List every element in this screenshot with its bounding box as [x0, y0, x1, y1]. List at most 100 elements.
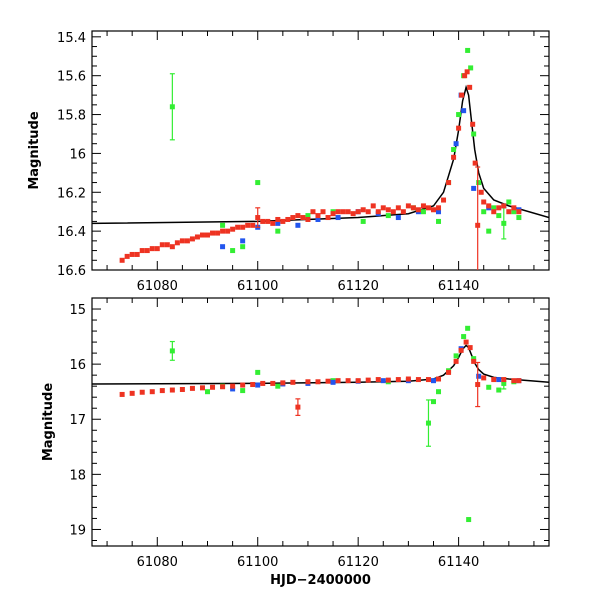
- data-point: [476, 180, 482, 186]
- data-point: [255, 382, 261, 388]
- data-point: [345, 378, 351, 384]
- data-point: [265, 218, 271, 224]
- data-point: [255, 369, 261, 375]
- data-point: [506, 209, 512, 215]
- data-point: [465, 325, 471, 331]
- data-point: [305, 216, 311, 222]
- data-point: [169, 387, 175, 393]
- data-point: [205, 389, 211, 395]
- data-point: [501, 220, 507, 226]
- data-point: [315, 213, 321, 219]
- data-point: [420, 209, 426, 215]
- data-point: [305, 213, 311, 219]
- data-point: [345, 209, 351, 215]
- data-point: [295, 404, 301, 410]
- data-point: [481, 209, 487, 215]
- data-point: [453, 358, 459, 364]
- data-point: [496, 387, 502, 393]
- data-point: [250, 382, 256, 388]
- data-point: [260, 380, 266, 386]
- data-point: [459, 92, 465, 98]
- series-2: [119, 339, 522, 416]
- plot-frame: [91, 30, 550, 271]
- data-point: [335, 378, 341, 384]
- data-point: [456, 112, 462, 118]
- data-point: [174, 240, 180, 246]
- data-point: [360, 218, 366, 224]
- data-point: [230, 386, 236, 392]
- data-point: [478, 189, 484, 195]
- data-point: [290, 379, 296, 385]
- data-point: [285, 216, 291, 222]
- y-tick-label: 16: [69, 147, 86, 162]
- data-point: [164, 242, 170, 248]
- data-point: [295, 213, 301, 219]
- data-point: [275, 383, 281, 389]
- data-point: [179, 238, 185, 244]
- data-point: [436, 376, 442, 382]
- data-point: [335, 209, 341, 215]
- y-tick-label: 19: [69, 523, 86, 538]
- data-point: [486, 203, 492, 209]
- data-point: [154, 246, 160, 252]
- x-axis-title: HJD−2400000: [270, 573, 371, 588]
- data-point: [430, 399, 436, 405]
- data-point: [465, 47, 471, 53]
- data-point: [360, 207, 366, 213]
- data-point: [315, 379, 321, 385]
- data-point: [355, 378, 361, 384]
- data-point: [210, 230, 216, 236]
- x-tick-label: 61120: [337, 555, 378, 570]
- data-point: [451, 154, 457, 160]
- data-point: [511, 378, 517, 384]
- data-point: [230, 226, 236, 232]
- series-2: [119, 69, 522, 270]
- data-point: [380, 378, 386, 384]
- bottom-panel: 61080 61100 61120 61140 15 16 17 18 19 Magnitude H…: [41, 297, 550, 588]
- y-tick-label: 16.6: [57, 264, 86, 279]
- data-point: [184, 238, 190, 244]
- data-point: [491, 205, 497, 211]
- data-point: [467, 84, 473, 90]
- data-point: [395, 377, 401, 383]
- data-point: [119, 257, 125, 263]
- data-point: [290, 215, 296, 221]
- data-point: [491, 209, 497, 215]
- data-point: [461, 108, 467, 114]
- data-point: [425, 420, 431, 426]
- data-point: [375, 209, 381, 215]
- data-point: [230, 383, 236, 389]
- data-point: [415, 377, 421, 383]
- data-point: [451, 147, 457, 153]
- data-point: [210, 384, 216, 390]
- y-tick-label: 15: [69, 303, 86, 318]
- data-point: [270, 380, 276, 386]
- data-point: [139, 389, 145, 395]
- data-point: [240, 388, 246, 394]
- x-tick-label: 61100: [237, 555, 278, 570]
- x-tick-label: 61120: [337, 279, 378, 294]
- x-tick-label: 61080: [137, 279, 178, 294]
- data-point: [456, 125, 462, 131]
- y-tick-label: 18: [69, 468, 86, 483]
- data-point: [446, 180, 452, 186]
- data-point: [430, 207, 436, 213]
- data-point: [471, 185, 477, 191]
- data-point: [230, 248, 236, 254]
- data-point: [471, 356, 477, 362]
- data-point: [275, 220, 281, 226]
- data-point: [255, 215, 261, 221]
- data-point: [325, 215, 331, 221]
- data-layer: [92, 325, 549, 523]
- data-point: [471, 131, 477, 137]
- data-point: [501, 377, 507, 383]
- data-point: [458, 347, 464, 353]
- data-point: [350, 211, 356, 217]
- data-point: [501, 203, 507, 209]
- data-point: [463, 339, 469, 345]
- data-point: [320, 209, 326, 215]
- y-axis-title: Magnitude: [41, 383, 56, 462]
- data-point: [159, 388, 165, 394]
